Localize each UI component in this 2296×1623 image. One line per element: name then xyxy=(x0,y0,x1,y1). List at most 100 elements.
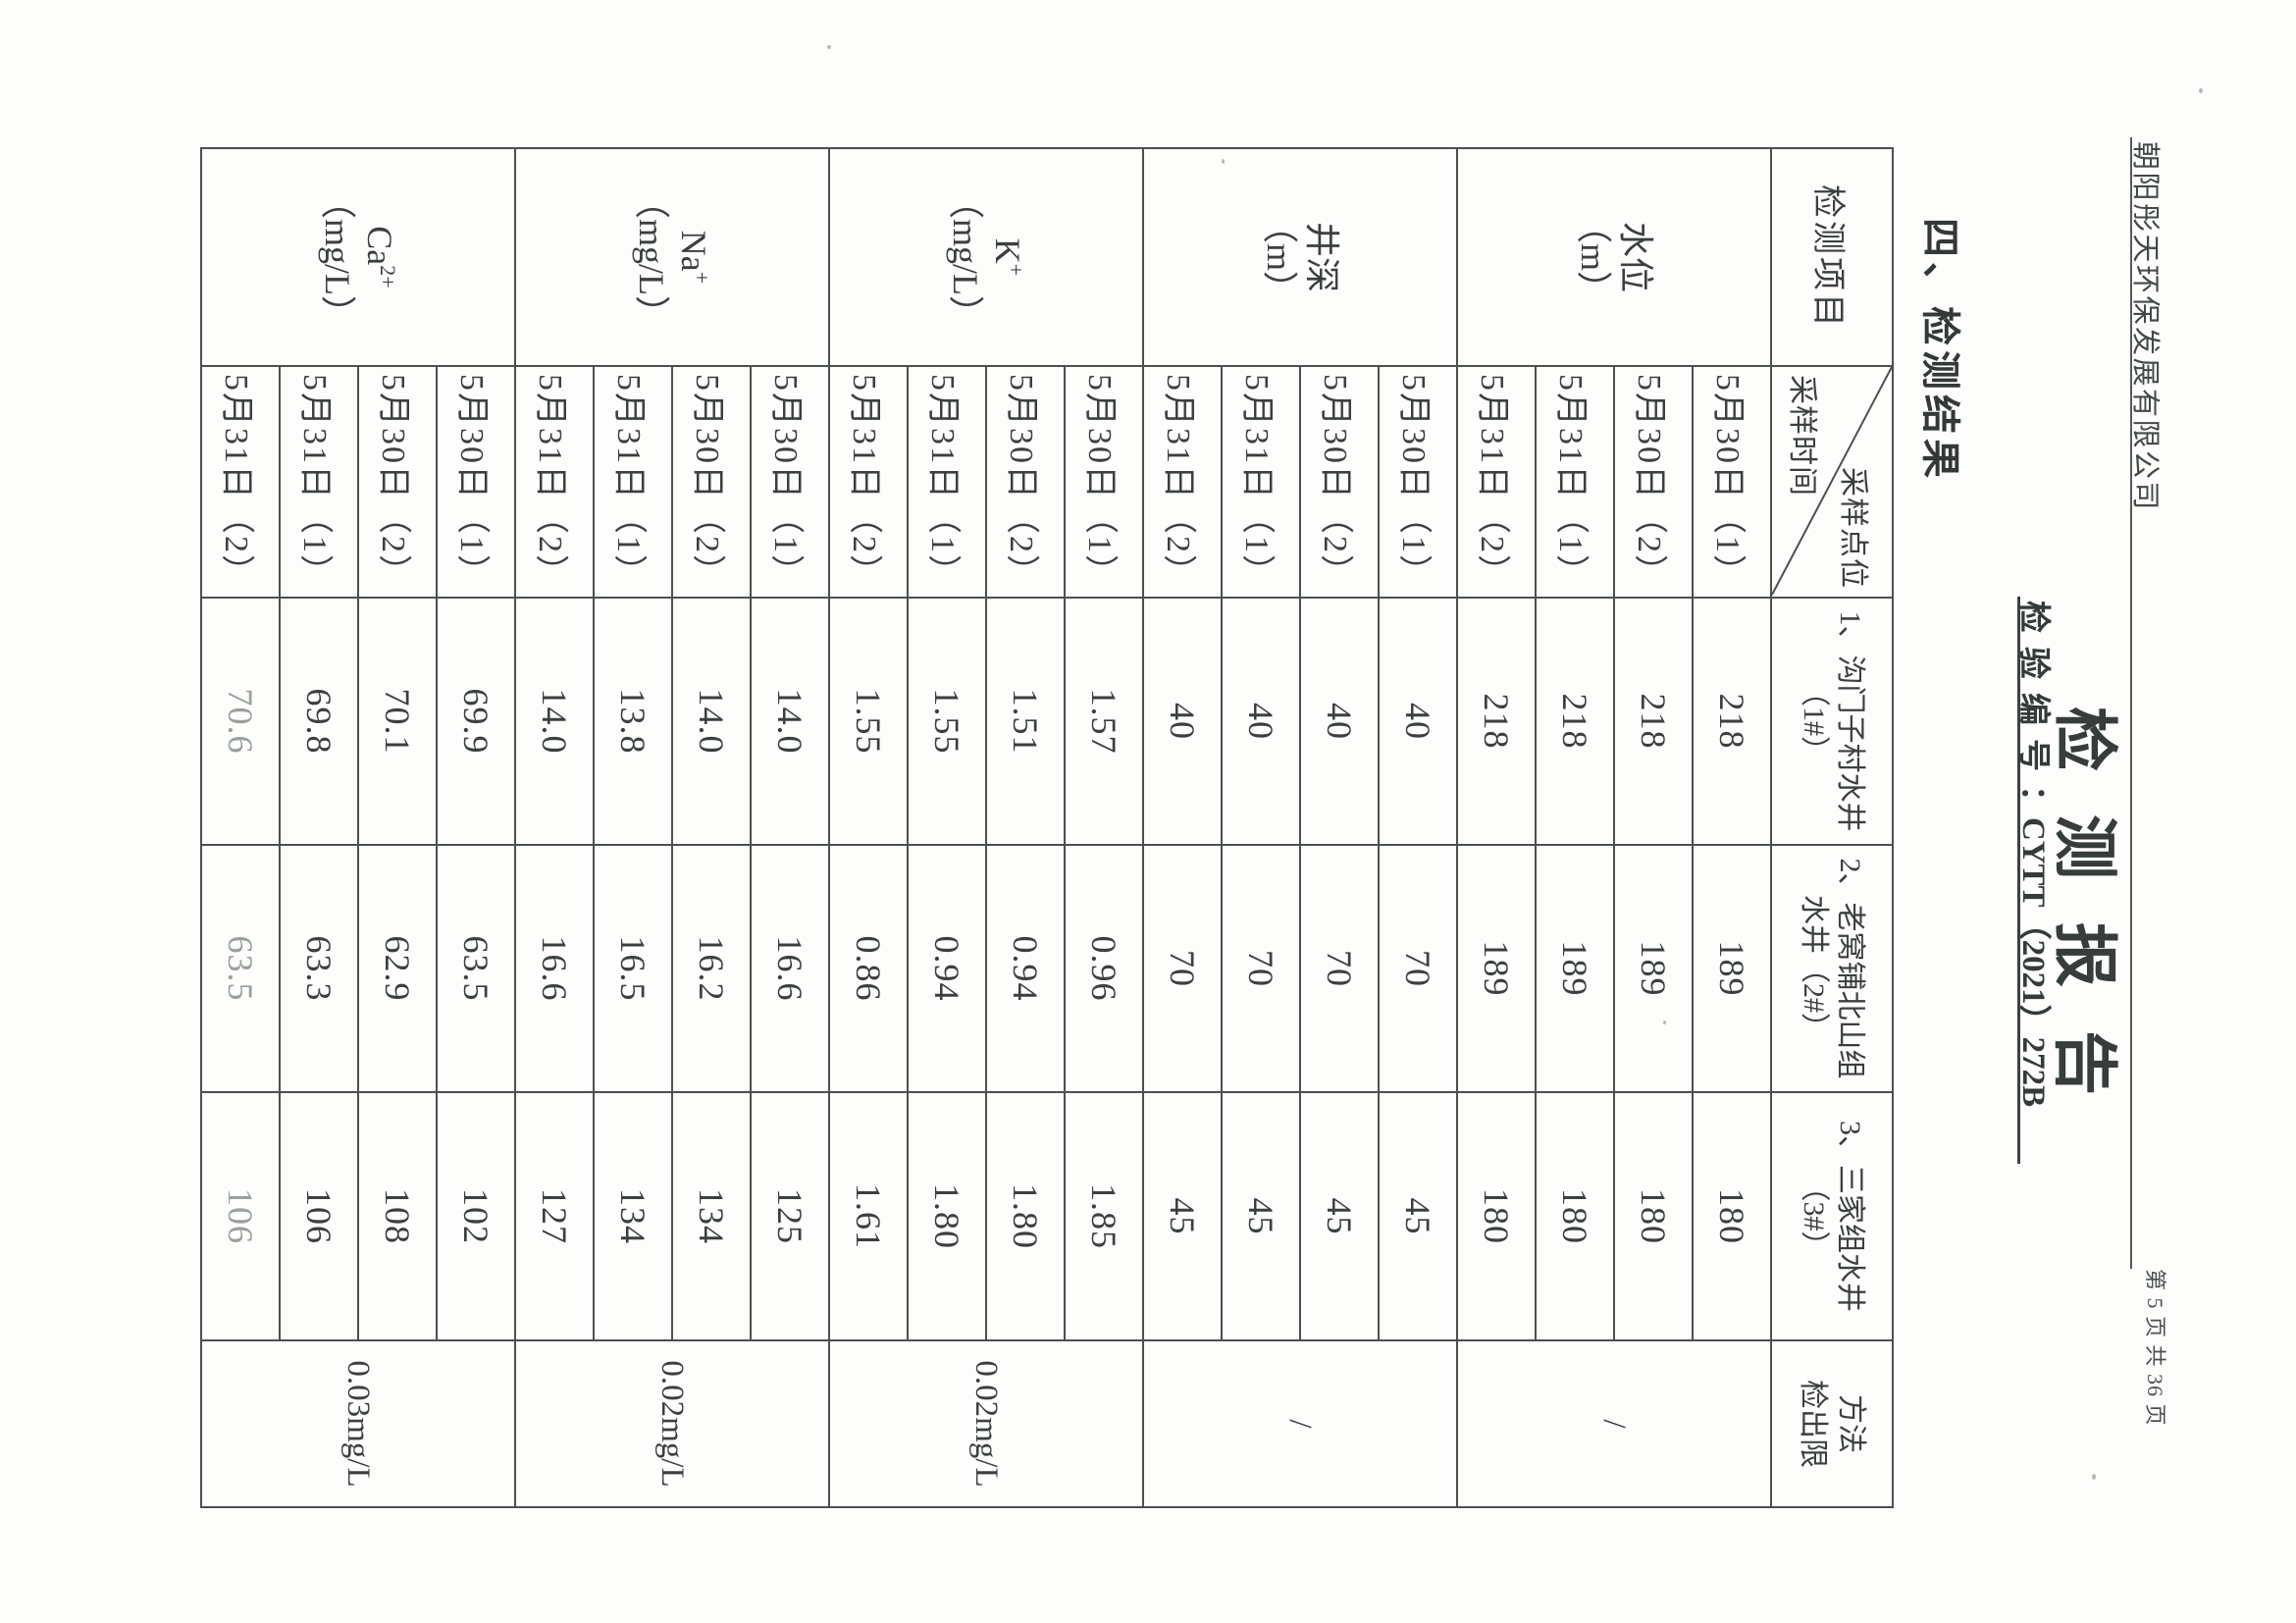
item-formula: Na+ xyxy=(674,230,715,285)
value-cell-site2: 63.5 xyxy=(437,845,515,1092)
header-site-3-line2: （3#） xyxy=(1798,1172,1830,1261)
value-cell-site1: 69.8 xyxy=(280,598,358,845)
time-cell: 5月31日（2） xyxy=(1143,366,1222,598)
limit-cell: 0.03mg/L xyxy=(201,1340,515,1507)
header-detection-limit-line2: 检出限 xyxy=(1797,1380,1829,1468)
header-site-3-line1: 3、三家组水井 xyxy=(1834,1121,1867,1312)
value-cell-site3: 1.80 xyxy=(908,1092,986,1340)
value-cell-site3: 180 xyxy=(1457,1092,1536,1340)
time-cell: 5月31日（2） xyxy=(515,366,594,598)
header-site-3: 3、三家组水井 （3#） xyxy=(1771,1092,1893,1340)
value-cell-site3: 106 xyxy=(280,1092,358,1340)
value-cell-site2: 189 xyxy=(1536,845,1614,1092)
header-corner-cell: 采样点位 采样时间 xyxy=(1771,366,1893,598)
value-cell-site2: 70 xyxy=(1379,845,1457,1092)
time-cell: 5月30日（2） xyxy=(986,366,1065,598)
table-row: 井深 （m） 5月30日（1） 40 70 45/ xyxy=(1143,148,1457,1507)
header-site-1-line2: （1#） xyxy=(1798,677,1830,765)
diagonal-divider xyxy=(1772,367,1892,596)
header-detection-limit: 方法 检出限 xyxy=(1771,1340,1893,1507)
limit-cell: 0.02mg/L xyxy=(515,1340,829,1507)
value-cell-site1: 218 xyxy=(1614,598,1693,845)
header-site-1: 1、沟门子村水井 （1#） xyxy=(1771,598,1893,845)
time-cell: 5月31日（2） xyxy=(201,366,280,598)
time-cell: 5月31日（1） xyxy=(1222,366,1300,598)
value-cell-site2: 189 xyxy=(1693,845,1771,1092)
value-cell-site2: 63.5 xyxy=(201,845,280,1092)
time-cell: 5月31日（1） xyxy=(594,366,672,598)
section-heading: 四、检测结果 xyxy=(1918,218,1962,483)
corner-label-sampling-site: 采样点位 xyxy=(1837,467,1869,589)
value-cell-site1: 1.55 xyxy=(908,598,986,845)
item-formula: 水位 xyxy=(1616,221,1656,292)
value-cell-site3: 1.61 xyxy=(829,1092,908,1340)
value-cell-site1: 69.9 xyxy=(437,598,515,845)
table-row: Na+ （mg/L） 5月30日（1） 14.0 16.6 125 0.02mg/L xyxy=(515,148,829,1507)
report-number-value: CYTT（2021）272B xyxy=(2015,817,2051,1108)
limit-cell: / xyxy=(1143,1340,1457,1507)
time-cell: 5月30日（2） xyxy=(1614,366,1693,598)
value-cell-site1: 70.1 xyxy=(358,598,437,845)
value-cell-site1: 13.8 xyxy=(594,598,672,845)
value-cell-site3: 127 xyxy=(515,1092,594,1340)
value-cell-site3: 45 xyxy=(1143,1092,1222,1340)
value-cell-site1: 40 xyxy=(1143,598,1222,845)
value-cell-site3: 134 xyxy=(594,1092,672,1340)
time-cell: 5月30日（2） xyxy=(1300,366,1379,598)
value-cell-site2: 70 xyxy=(1300,845,1379,1092)
value-cell-site2: 70 xyxy=(1143,845,1222,1092)
item-formula: K+ xyxy=(988,237,1029,277)
limit-cell: / xyxy=(1457,1340,1771,1507)
time-cell: 5月30日（1） xyxy=(437,366,515,598)
value-cell-site1: 40 xyxy=(1379,598,1457,845)
item-unit: （m） xyxy=(1260,207,1299,306)
value-cell-site2: 16.6 xyxy=(751,845,829,1092)
table-header-row: 检测项目 采样点位 采样时间 1、沟门子村水井 （1#） 2、老窝铺北山组 水井（2#） 3、… xyxy=(1771,148,1893,1507)
value-cell-site2: 189 xyxy=(1614,845,1693,1092)
value-cell-site3: 180 xyxy=(1536,1092,1614,1340)
item-label-Ca: Ca2+ （mg/L） xyxy=(201,148,515,366)
scan-speck xyxy=(2092,1474,2096,1480)
header-site-2-line2: 水井（2#） xyxy=(1798,895,1830,1042)
time-cell: 5月30日（2） xyxy=(672,366,751,598)
value-cell-site3: 134 xyxy=(672,1092,751,1340)
value-cell-site1: 14.0 xyxy=(515,598,594,845)
value-cell-site3: 45 xyxy=(1222,1092,1300,1340)
value-cell-site2: 16.6 xyxy=(515,845,594,1092)
report-number-label: 检验编号 xyxy=(2015,601,2051,785)
value-cell-site3: 1.80 xyxy=(986,1092,1065,1340)
header-site-1-line1: 1、沟门子村水井 xyxy=(1834,610,1867,832)
time-cell: 5月31日（2） xyxy=(1457,366,1536,598)
company-name: 朝阳彤天环保发展有限公司 xyxy=(2129,141,2161,513)
value-cell-site1: 1.55 xyxy=(829,598,908,845)
value-cell-site2: 62.9 xyxy=(358,845,437,1092)
item-formula: Ca2+ xyxy=(360,226,401,288)
table-row: 水位 （m） 5月30日（1） 218 189 180/ xyxy=(1457,148,1771,1507)
item-label-K: K+ （mg/L） xyxy=(829,148,1143,366)
value-cell-site2: 16.2 xyxy=(672,845,751,1092)
value-cell-site1: 14.0 xyxy=(751,598,829,845)
value-cell-site2: 0.94 xyxy=(986,845,1065,1092)
time-cell: 5月30日（1） xyxy=(1693,366,1771,598)
time-cell: 5月31日（1） xyxy=(908,366,986,598)
time-cell: 5月30日（1） xyxy=(751,366,829,598)
value-cell-site2: 63.3 xyxy=(280,845,358,1092)
value-cell-site2: 70 xyxy=(1222,845,1300,1092)
item-unit: （mg/L） xyxy=(318,183,357,331)
value-cell-site1: 1.57 xyxy=(1065,598,1143,845)
value-cell-site2: 0.96 xyxy=(1065,845,1143,1092)
limit-cell: 0.02mg/L xyxy=(829,1340,1143,1507)
value-cell-site2: 189 xyxy=(1457,845,1536,1092)
value-cell-site1: 1.51 xyxy=(986,598,1065,845)
header-item-column: 检测项目 xyxy=(1771,148,1893,366)
item-formula: 井深 xyxy=(1302,221,1342,292)
value-cell-site1: 218 xyxy=(1536,598,1614,845)
header-site-2-line1: 2、老窝铺北山组 xyxy=(1834,858,1867,1079)
value-cell-site1: 218 xyxy=(1693,598,1771,845)
value-cell-site3: 45 xyxy=(1300,1092,1379,1340)
item-label-水位: 水位 （m） xyxy=(1457,148,1771,366)
time-cell: 5月30日（1） xyxy=(1379,366,1457,598)
value-cell-site3: 106 xyxy=(201,1092,280,1340)
